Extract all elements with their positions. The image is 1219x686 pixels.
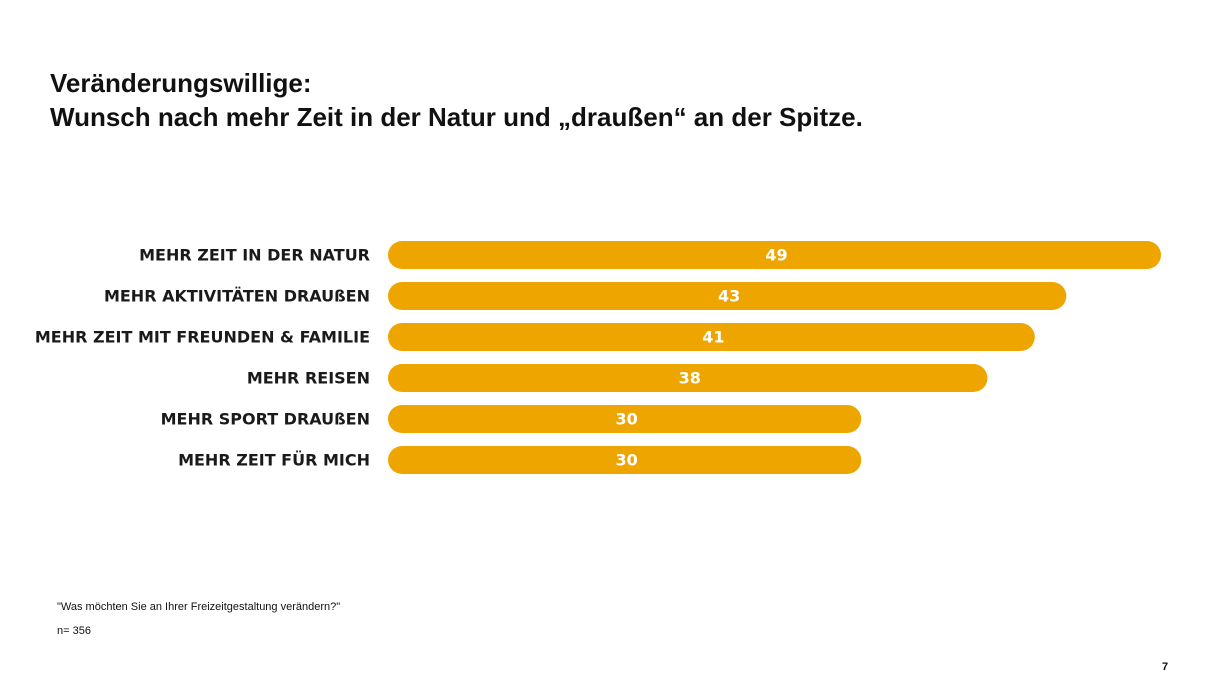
bar-mehr-zeit-in-der-natur <box>388 241 1161 269</box>
category-label: MEHR ZEIT MIT FREUNDEN & FAMILIE <box>35 328 370 347</box>
data-label: 30 <box>615 410 637 429</box>
category-label: MEHR ZEIT FÜR MICH <box>178 451 370 470</box>
title-line-1: Veränderungswillige: <box>50 68 312 98</box>
data-label: 49 <box>765 246 787 265</box>
data-label: 30 <box>615 451 637 470</box>
bar-mehr-reisen <box>388 364 988 392</box>
category-label: MEHR AKTIVITÄTEN DRAUßEN <box>104 287 370 306</box>
category-label: MEHR REISEN <box>247 369 370 388</box>
page-number: 7 <box>1162 661 1169 673</box>
bar-mehr-aktivitäten-draußen <box>388 282 1067 310</box>
bar-mehr-zeit-mit-freunden-familie <box>388 323 1035 351</box>
footnote-question: "Was möchten Sie an Ihrer Freizeitgestal… <box>57 601 341 613</box>
data-label: 38 <box>679 369 701 388</box>
footnote-sample-size: n= 356 <box>57 625 91 637</box>
slide-title: Veränderungswillige: Wunsch nach mehr Ze… <box>50 66 863 134</box>
bar-mehr-zeit-für-mich <box>388 446 862 474</box>
bar-mehr-sport-draußen <box>388 405 862 433</box>
category-label: MEHR SPORT DRAUßEN <box>161 410 370 429</box>
title-line-2: Wunsch nach mehr Zeit in der Natur und „… <box>50 102 863 132</box>
category-label: MEHR ZEIT IN DER NATUR <box>139 246 370 265</box>
data-label: 43 <box>718 287 740 306</box>
data-label: 41 <box>702 328 724 347</box>
